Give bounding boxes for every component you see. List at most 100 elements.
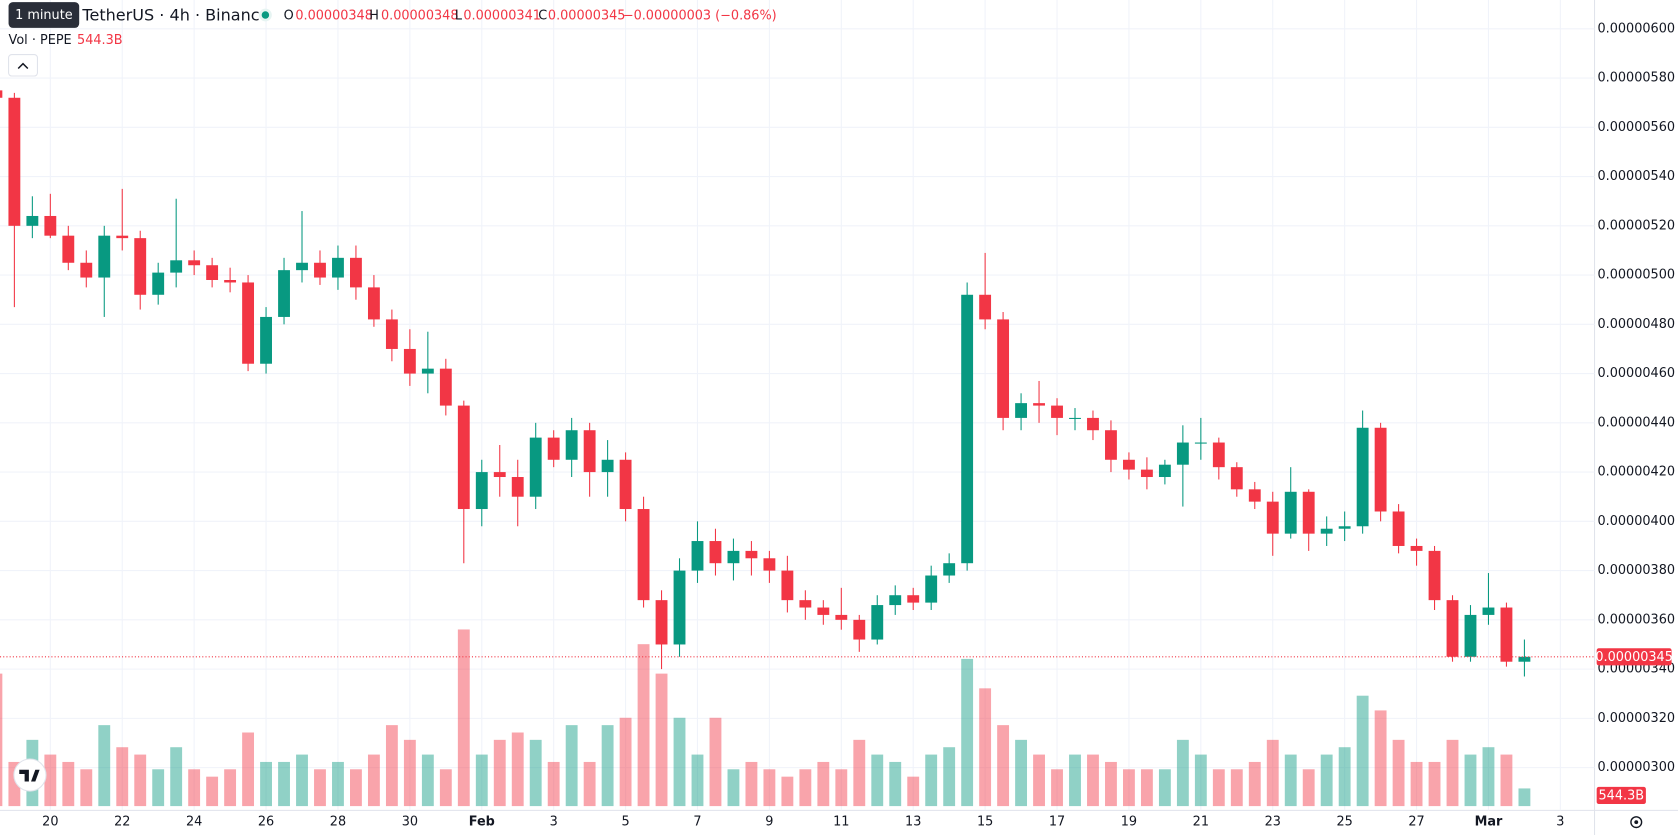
volume-bar	[943, 747, 956, 807]
volume-bar	[1392, 739, 1405, 807]
candle-body	[961, 294, 974, 564]
y-tick-label: 0.00000500	[1597, 268, 1675, 283]
y-tick-label: 0.00000580	[1597, 71, 1675, 86]
x-tick-label: 15	[977, 815, 993, 830]
volume-bar	[871, 754, 884, 807]
volume-bar	[637, 644, 650, 807]
candle-body	[709, 541, 722, 564]
x-tick-label: 7	[693, 815, 701, 830]
candle-body	[565, 430, 578, 460]
candle-body	[1302, 491, 1315, 534]
candle-body	[1194, 442, 1207, 444]
settings-button[interactable]	[1630, 816, 1643, 829]
volume-bar	[260, 761, 272, 807]
volume-bar	[835, 769, 848, 807]
collapse-button[interactable]	[8, 54, 38, 77]
x-tick-label: 22	[114, 815, 130, 830]
logo[interactable]	[13, 758, 47, 792]
candle-body	[619, 459, 632, 510]
y-tick-label: 0.00000380	[1597, 563, 1675, 578]
candle-body	[655, 600, 668, 645]
candle-body	[889, 595, 902, 606]
volume-bar	[565, 725, 578, 807]
volume-bar	[367, 754, 380, 807]
y-tick-label: 0.00000300	[1597, 760, 1675, 775]
volume-bar	[1518, 788, 1531, 807]
volume-bar	[547, 761, 560, 807]
candle-body	[601, 459, 614, 473]
volume-bar	[763, 769, 776, 807]
candle-body	[1482, 607, 1495, 615]
x-tick-label: 13	[905, 815, 921, 830]
volume-bar	[1266, 739, 1279, 807]
x-tick-label: 17	[1049, 815, 1065, 830]
volume-bar	[1230, 769, 1243, 807]
candle-body	[1428, 550, 1441, 601]
candle-body	[997, 319, 1010, 418]
candle-body	[1392, 511, 1405, 546]
candle-body	[1158, 464, 1171, 478]
volume-bar	[1320, 754, 1333, 807]
volume-bar	[134, 754, 147, 807]
candle-body	[1410, 545, 1423, 551]
volume-bar	[242, 732, 255, 807]
volume-bar	[655, 673, 668, 807]
volume-bar	[475, 754, 488, 807]
candle-body	[745, 550, 758, 559]
volume-bar	[421, 754, 434, 807]
candle-body	[1284, 491, 1297, 534]
candle-body	[98, 235, 111, 278]
legend-value: 0.00000341	[463, 9, 541, 24]
candle-body	[385, 319, 398, 349]
volume-bar	[1428, 761, 1441, 807]
last-price-box	[1596, 648, 1672, 666]
volume-bar	[1212, 769, 1225, 807]
x-tick-label: Feb	[469, 815, 495, 830]
candle-body	[1518, 656, 1531, 662]
volume-bar	[493, 739, 506, 807]
candle-body	[116, 235, 129, 239]
volume-bar	[673, 717, 686, 807]
x-tick-label: 21	[1193, 815, 1209, 830]
candle-body	[439, 368, 452, 406]
volume-bar	[1284, 754, 1297, 807]
x-tick-label: 24	[186, 815, 202, 830]
candle-body	[1446, 600, 1459, 657]
legend-value: 0.00000348	[295, 9, 373, 24]
volume-bar	[907, 776, 920, 807]
last-price-label: 0.00000345	[1595, 650, 1673, 665]
volume-bar	[170, 747, 183, 807]
candle-body	[691, 541, 704, 571]
x-tick-label: 20	[42, 815, 58, 830]
candle-body	[367, 287, 380, 320]
candle-body	[979, 294, 992, 320]
candle-body	[835, 614, 848, 620]
volume-bar	[1140, 769, 1153, 807]
volume-bar	[332, 761, 344, 807]
candle-body	[1248, 489, 1261, 502]
candle-body	[332, 257, 344, 278]
volume-bar	[439, 769, 452, 807]
candle-body	[1140, 469, 1153, 478]
candle-body	[1015, 403, 1028, 418]
volume-title[interactable]: Vol · PEPE	[9, 33, 72, 48]
logo-mark	[19, 769, 40, 782]
volume-bar	[781, 776, 794, 807]
volume-bar	[1069, 754, 1081, 807]
legend-value: 0.00000345	[548, 9, 626, 24]
axes: 0.000003000.000003200.000003400.00000360…	[42, 21, 1675, 829]
y-tick-label: 0.00000360	[1597, 612, 1675, 627]
x-tick-label: 11	[833, 815, 849, 830]
candle-body	[403, 348, 416, 374]
candle-body	[1087, 417, 1099, 431]
volume-bar	[350, 769, 362, 807]
volume-bar	[116, 747, 129, 807]
volume-bar	[979, 688, 992, 807]
symbol-title[interactable]: TetherUS · 4h · Binance	[81, 6, 269, 25]
x-tick-label: 27	[1408, 815, 1424, 830]
legend-label: O	[284, 9, 294, 24]
candle-body	[1464, 614, 1477, 657]
